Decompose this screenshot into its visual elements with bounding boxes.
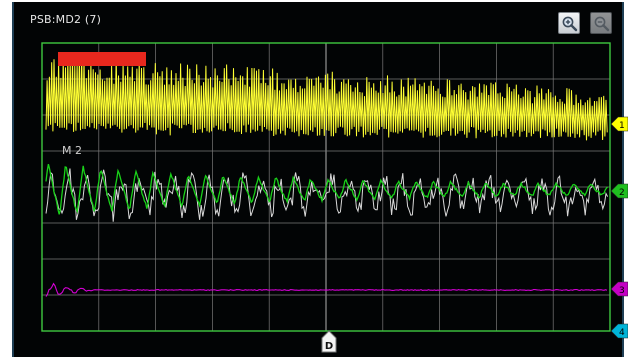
channel-1-trace xyxy=(45,54,608,141)
channel-4-marker-label: 4 xyxy=(619,328,625,338)
trigger-marker-label: D xyxy=(325,341,333,352)
channel-4-marker[interactable]: 4 xyxy=(610,323,628,339)
window-title: PSB:MD2 (7) xyxy=(30,13,102,26)
channel-1-marker-label: 1 xyxy=(619,121,625,131)
zoom-in-button[interactable] xyxy=(558,12,580,34)
channel-2-trace xyxy=(45,163,609,215)
channel-2-marker-label: 2 xyxy=(619,188,625,198)
channel-2-marker[interactable]: 2 xyxy=(610,183,628,199)
trigger-marker-shape xyxy=(321,330,337,353)
channel-1-marker[interactable]: 1 xyxy=(610,116,628,132)
zoom-out-button[interactable] xyxy=(590,12,612,34)
trigger-position-marker[interactable]: D xyxy=(321,330,337,353)
channel-1-marker-shape xyxy=(610,116,628,132)
channel-4-marker-shape xyxy=(610,323,628,339)
channel-2-marker-shape xyxy=(610,183,628,199)
channel-3-marker-label: 3 xyxy=(619,286,625,296)
math-m2-trace xyxy=(45,168,609,222)
channel-3-marker-shape xyxy=(610,281,628,297)
math-channel-label: M 2 xyxy=(62,144,82,157)
channel-3-trace xyxy=(45,282,608,297)
zoom-out-magnifier-icon xyxy=(594,16,610,32)
zoom-in-magnifier-icon xyxy=(562,16,578,32)
channel-3-marker[interactable]: 3 xyxy=(610,281,628,297)
overflow-indicator-badge xyxy=(58,52,146,66)
plot-border xyxy=(41,42,611,332)
